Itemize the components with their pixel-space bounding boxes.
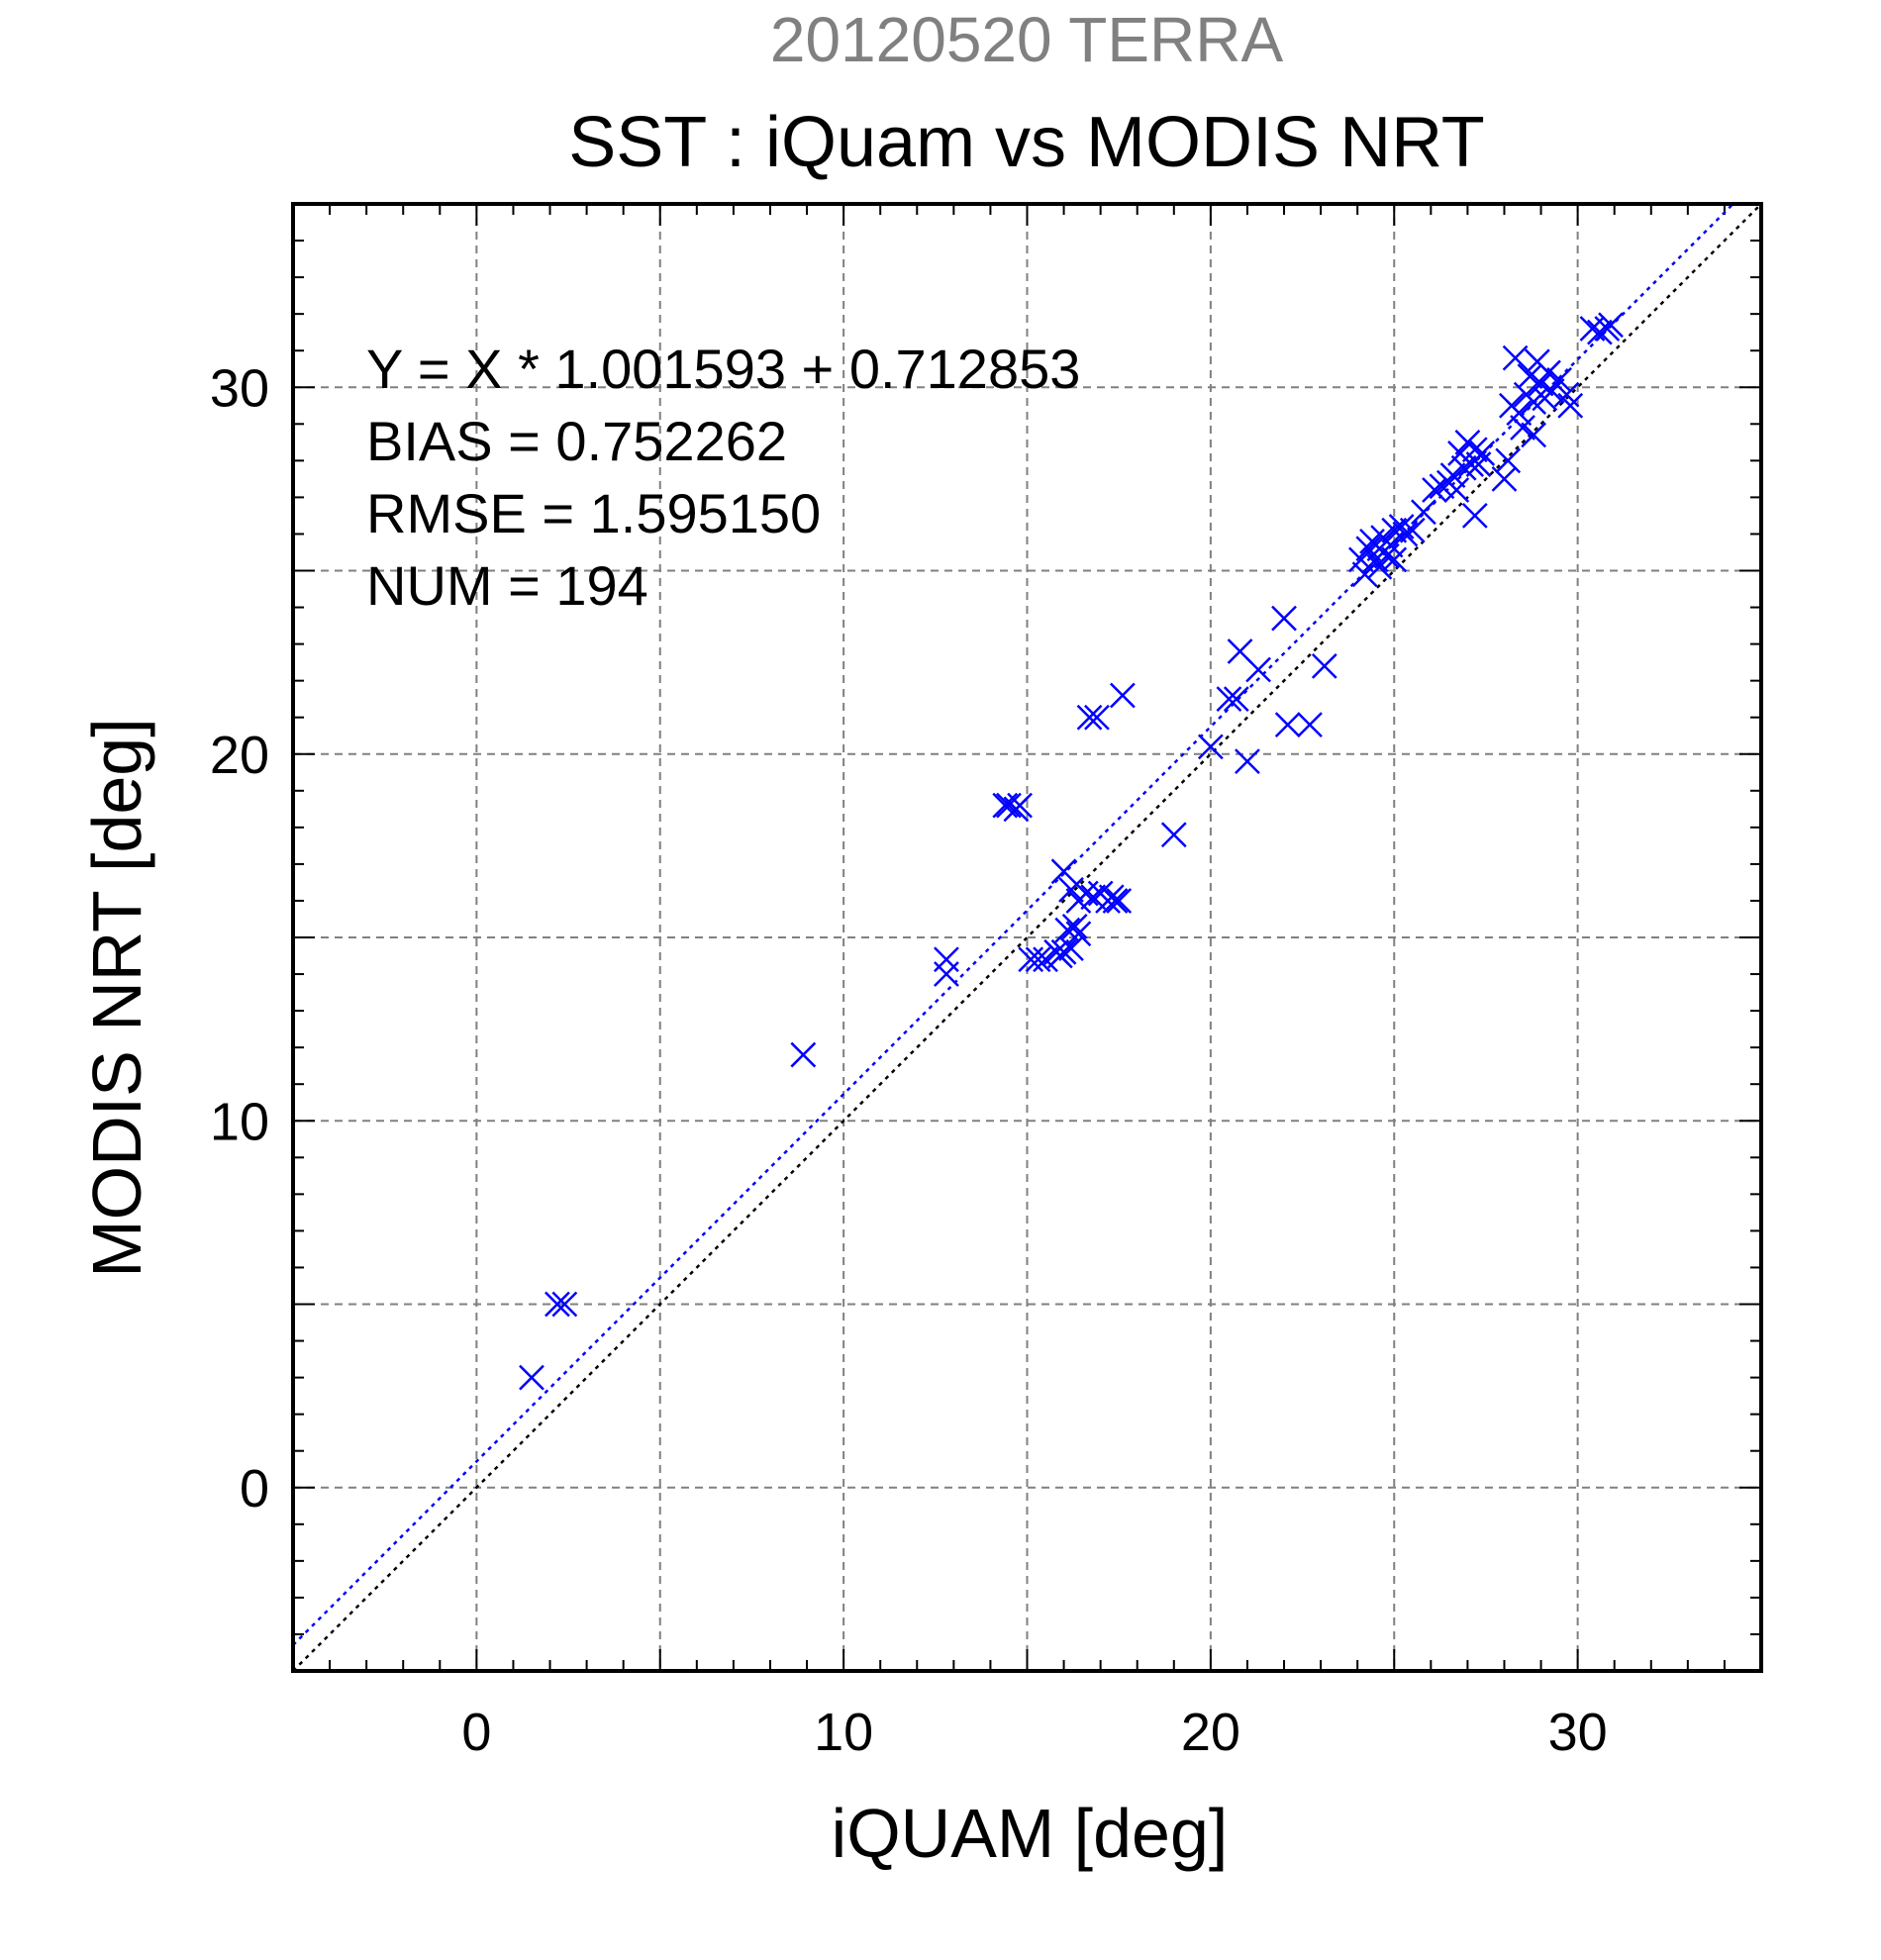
data-point bbox=[1072, 880, 1099, 907]
data-point bbox=[1510, 415, 1535, 441]
data-point bbox=[1355, 536, 1382, 562]
data-points bbox=[519, 312, 1624, 1391]
data-point bbox=[1495, 447, 1522, 474]
data-point bbox=[1311, 652, 1337, 679]
data-point bbox=[1106, 888, 1133, 914]
x-tick-label: 10 bbox=[814, 1703, 873, 1762]
data-point bbox=[790, 1041, 817, 1068]
x-tick-label: 0 bbox=[461, 1703, 491, 1762]
data-point bbox=[551, 1291, 578, 1318]
data-point bbox=[1235, 748, 1260, 775]
data-point bbox=[1160, 822, 1187, 848]
data-point bbox=[934, 946, 959, 973]
data-point bbox=[1084, 704, 1110, 731]
num-stat: NUM = 194 bbox=[366, 554, 648, 617]
data-point bbox=[1439, 462, 1466, 489]
x-tick-label: 30 bbox=[1548, 1703, 1608, 1762]
x-tick-label: 20 bbox=[1181, 1703, 1240, 1762]
data-point bbox=[934, 961, 959, 987]
data-point bbox=[519, 1364, 544, 1391]
data-point bbox=[1351, 561, 1378, 588]
data-point bbox=[1392, 521, 1419, 547]
data-point bbox=[1502, 344, 1529, 371]
data-point bbox=[1033, 946, 1058, 973]
data-point bbox=[1245, 656, 1271, 683]
y-tick-label: 20 bbox=[210, 726, 269, 785]
data-point bbox=[1025, 946, 1051, 973]
data-point bbox=[1216, 686, 1242, 713]
data-point bbox=[1050, 938, 1077, 965]
data-point bbox=[1058, 935, 1084, 961]
data-point bbox=[1050, 858, 1077, 885]
identity-line bbox=[293, 204, 1761, 1671]
data-point bbox=[1579, 316, 1606, 342]
data-point bbox=[1007, 792, 1033, 819]
data-point bbox=[1297, 712, 1323, 737]
data-point bbox=[1102, 888, 1129, 914]
data-point bbox=[1274, 712, 1301, 737]
bias-stat: BIAS = 0.752262 bbox=[366, 410, 787, 472]
data-point bbox=[1521, 422, 1547, 448]
data-point bbox=[1080, 884, 1107, 911]
data-point bbox=[1586, 319, 1613, 345]
y-tick-label: 30 bbox=[210, 358, 269, 418]
chart-supertitle: 20120520 TERRA bbox=[770, 4, 1284, 75]
y-tick-label: 0 bbox=[240, 1459, 269, 1519]
data-point bbox=[1065, 921, 1092, 947]
data-point bbox=[1399, 517, 1426, 543]
data-point bbox=[1461, 503, 1488, 529]
data-point bbox=[996, 792, 1022, 819]
data-point bbox=[1443, 477, 1470, 503]
data-point bbox=[1557, 392, 1584, 419]
tick-labels: 0 10 20 30 0 10 20 30 bbox=[210, 358, 1608, 1762]
data-point bbox=[1411, 499, 1436, 526]
grid-lines bbox=[293, 204, 1761, 1671]
data-point bbox=[1461, 437, 1488, 463]
data-point bbox=[1491, 465, 1518, 492]
data-point bbox=[1061, 914, 1088, 939]
data-point bbox=[1538, 378, 1565, 404]
plot-frame bbox=[291, 202, 1763, 1673]
data-point bbox=[1506, 400, 1533, 427]
data-point bbox=[1469, 441, 1496, 466]
data-point bbox=[1271, 605, 1297, 632]
data-point bbox=[1366, 553, 1393, 580]
y-axis-label: MODIS NRT [deg] bbox=[78, 718, 155, 1277]
data-point bbox=[1598, 312, 1624, 339]
data-point bbox=[1450, 454, 1477, 481]
y-tick-label: 10 bbox=[210, 1092, 269, 1151]
x-axis-label: iQUAM [deg] bbox=[832, 1795, 1229, 1872]
data-point bbox=[1546, 366, 1572, 393]
data-point bbox=[1381, 546, 1408, 573]
data-point bbox=[1110, 682, 1136, 709]
data-point bbox=[1076, 704, 1103, 731]
rmse-stat: RMSE = 1.595150 bbox=[366, 482, 821, 544]
data-point bbox=[544, 1291, 570, 1318]
chart-title: SST : iQuam vs MODIS NRT bbox=[568, 103, 1485, 182]
regression-equation: Y = X * 1.001593 + 0.712853 bbox=[366, 338, 1080, 400]
data-point bbox=[1377, 532, 1404, 558]
data-point bbox=[1223, 686, 1249, 713]
stats-annotation: Y = X * 1.001593 + 0.712853 BIAS = 0.752… bbox=[366, 338, 1080, 617]
data-point bbox=[1197, 734, 1224, 760]
data-point bbox=[1058, 876, 1084, 903]
data-point bbox=[1422, 477, 1447, 503]
